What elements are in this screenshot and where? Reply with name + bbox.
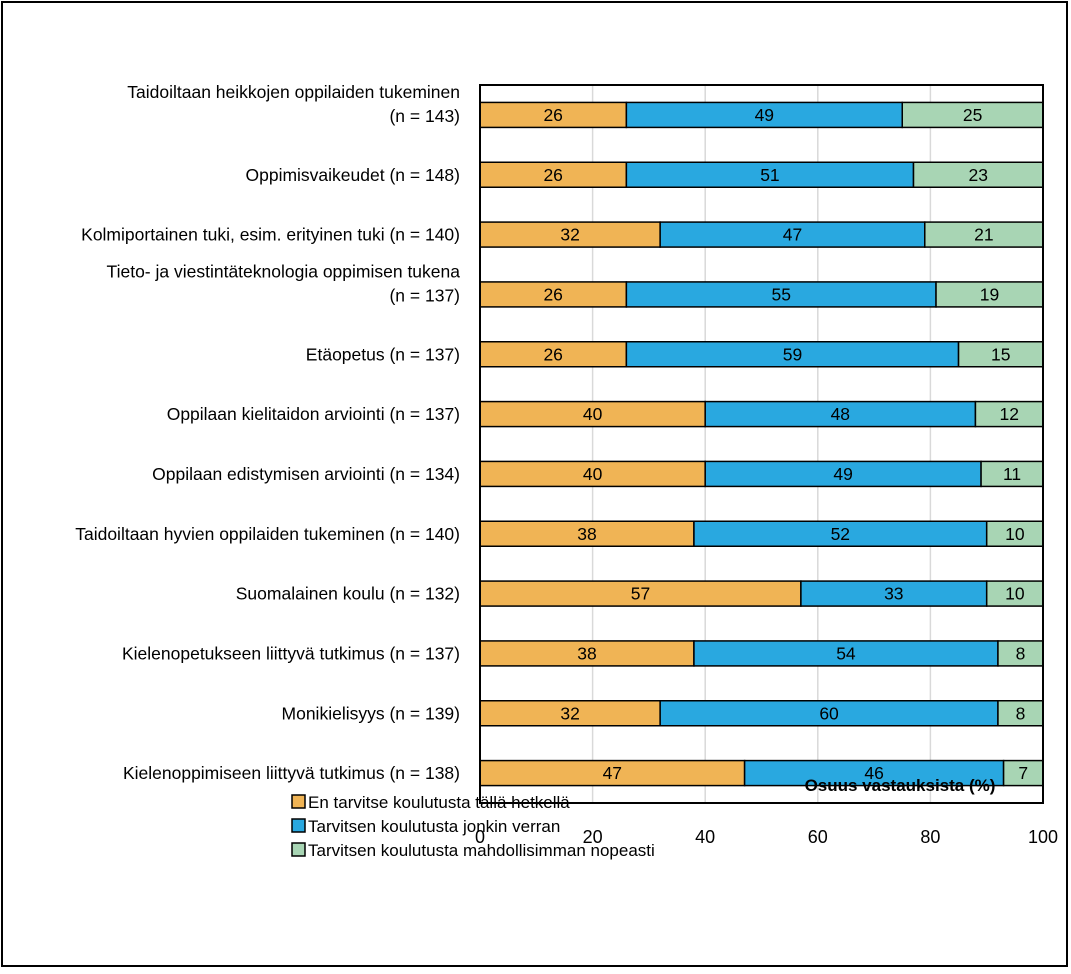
category-label: Etäopetus (n = 137) [306,344,460,364]
bar-segment [985,520,1044,547]
data-label: 48 [831,404,850,424]
legend-swatch [291,794,306,809]
category-label: Oppilaan edistymisen arviointi (n = 134) [152,464,460,484]
data-label: 40 [583,464,603,484]
bar-segment [901,101,1044,129]
x-tick-label: 0 [475,827,485,847]
x-tick-label: 60 [808,827,828,847]
data-label: 32 [560,225,579,245]
data-label: 25 [963,105,982,125]
data-label: 8 [1016,703,1026,723]
data-label: 32 [560,703,579,723]
data-label: 7 [1018,763,1028,783]
category-label: Oppimisvaikeudet (n = 148) [246,165,461,185]
data-label: 10 [1005,524,1025,544]
data-label: 49 [755,105,774,125]
category-label: (n = 143) [389,106,460,126]
data-label: 38 [577,524,596,544]
legend-entry: En tarvitse koulutusta tällä hetkellä [308,793,570,812]
data-label: 38 [577,643,596,663]
category-label: Tieto- ja viestintäteknologia oppimisen … [107,261,461,281]
category-label: (n = 137) [389,285,460,305]
bar-segment [479,281,628,308]
data-label: 57 [631,584,650,604]
plot-area-border [479,84,1044,804]
legend-entry: Tarvitsen koulutusta jonkin verran [308,817,560,836]
data-label: 40 [583,404,603,424]
category-label: Oppilaan kielitaidon arviointi (n = 137) [167,404,460,424]
x-tick-label: 80 [920,827,940,847]
bar-segment [980,460,1044,488]
data-label: 46 [864,763,883,783]
bar-segment [997,640,1044,667]
data-label: 47 [603,763,622,783]
data-label: 19 [980,284,999,304]
x-tick-label: 40 [695,827,715,847]
category-label: Monikielisyys (n = 139) [282,703,460,723]
data-label: 15 [991,344,1010,364]
bar-segment [479,341,628,368]
data-label: 52 [831,524,850,544]
data-label: 47 [783,225,802,245]
category-label: Taidoiltaan heikkojen oppilaiden tukemin… [127,82,460,102]
bar-segment [479,460,706,488]
data-label: 49 [833,464,852,484]
legend-swatch [291,818,306,833]
bar-segment [625,341,960,368]
data-label: 26 [543,344,562,364]
bar-segment [743,759,1005,787]
category-label: Suomalainen koulu (n = 132) [236,584,460,604]
bar-segment [479,580,802,607]
data-label: 26 [543,165,562,185]
bar-segment [479,101,628,129]
data-label: 23 [969,165,988,185]
legend-entry: Tarvitsen koulutusta mahdollisimman nope… [308,841,655,860]
data-label: 26 [543,284,562,304]
bar-segment [912,161,1044,188]
data-label: 11 [1003,464,1021,484]
category-label: Kielenoppimiseen liittyvä tutkimus (n = … [123,763,460,783]
data-label: 12 [999,404,1018,424]
legend-swatch [291,842,306,857]
data-label: 8 [1016,643,1026,663]
data-label: 51 [760,165,779,185]
bar-segment [625,101,903,129]
category-label: Kielenopetukseen liittyvä tutkimus (n = … [122,643,460,663]
bar-segment [974,400,1044,428]
bar-segment [625,281,937,308]
data-label: 60 [819,703,839,723]
category-label: Taidoiltaan hyvien oppilaiden tukeminen … [75,524,460,544]
data-label: 21 [974,225,993,245]
stacked-bar-chart: 26 49 25 26 51 23 32 47 21 26 55 19 26 59 15 40 48 12 40 49… [75,82,1058,860]
category-label: Kolmiportainen tuki, esim. erityinen tuk… [81,225,460,245]
x-tick-label: 20 [583,827,603,847]
data-label: 54 [836,643,856,663]
data-label: 10 [1005,584,1025,604]
data-label: 59 [783,344,802,364]
data-label: 55 [771,284,790,304]
bar-segment [479,640,695,667]
data-label: 33 [884,584,903,604]
data-label: 26 [543,105,562,125]
bar-segment [693,640,999,667]
x-axis-label: Osuus vastauksista (%) [805,776,996,795]
x-tick-label: 100 [1028,827,1058,847]
bar-segment [985,580,1044,607]
bar-segment [935,281,1044,308]
